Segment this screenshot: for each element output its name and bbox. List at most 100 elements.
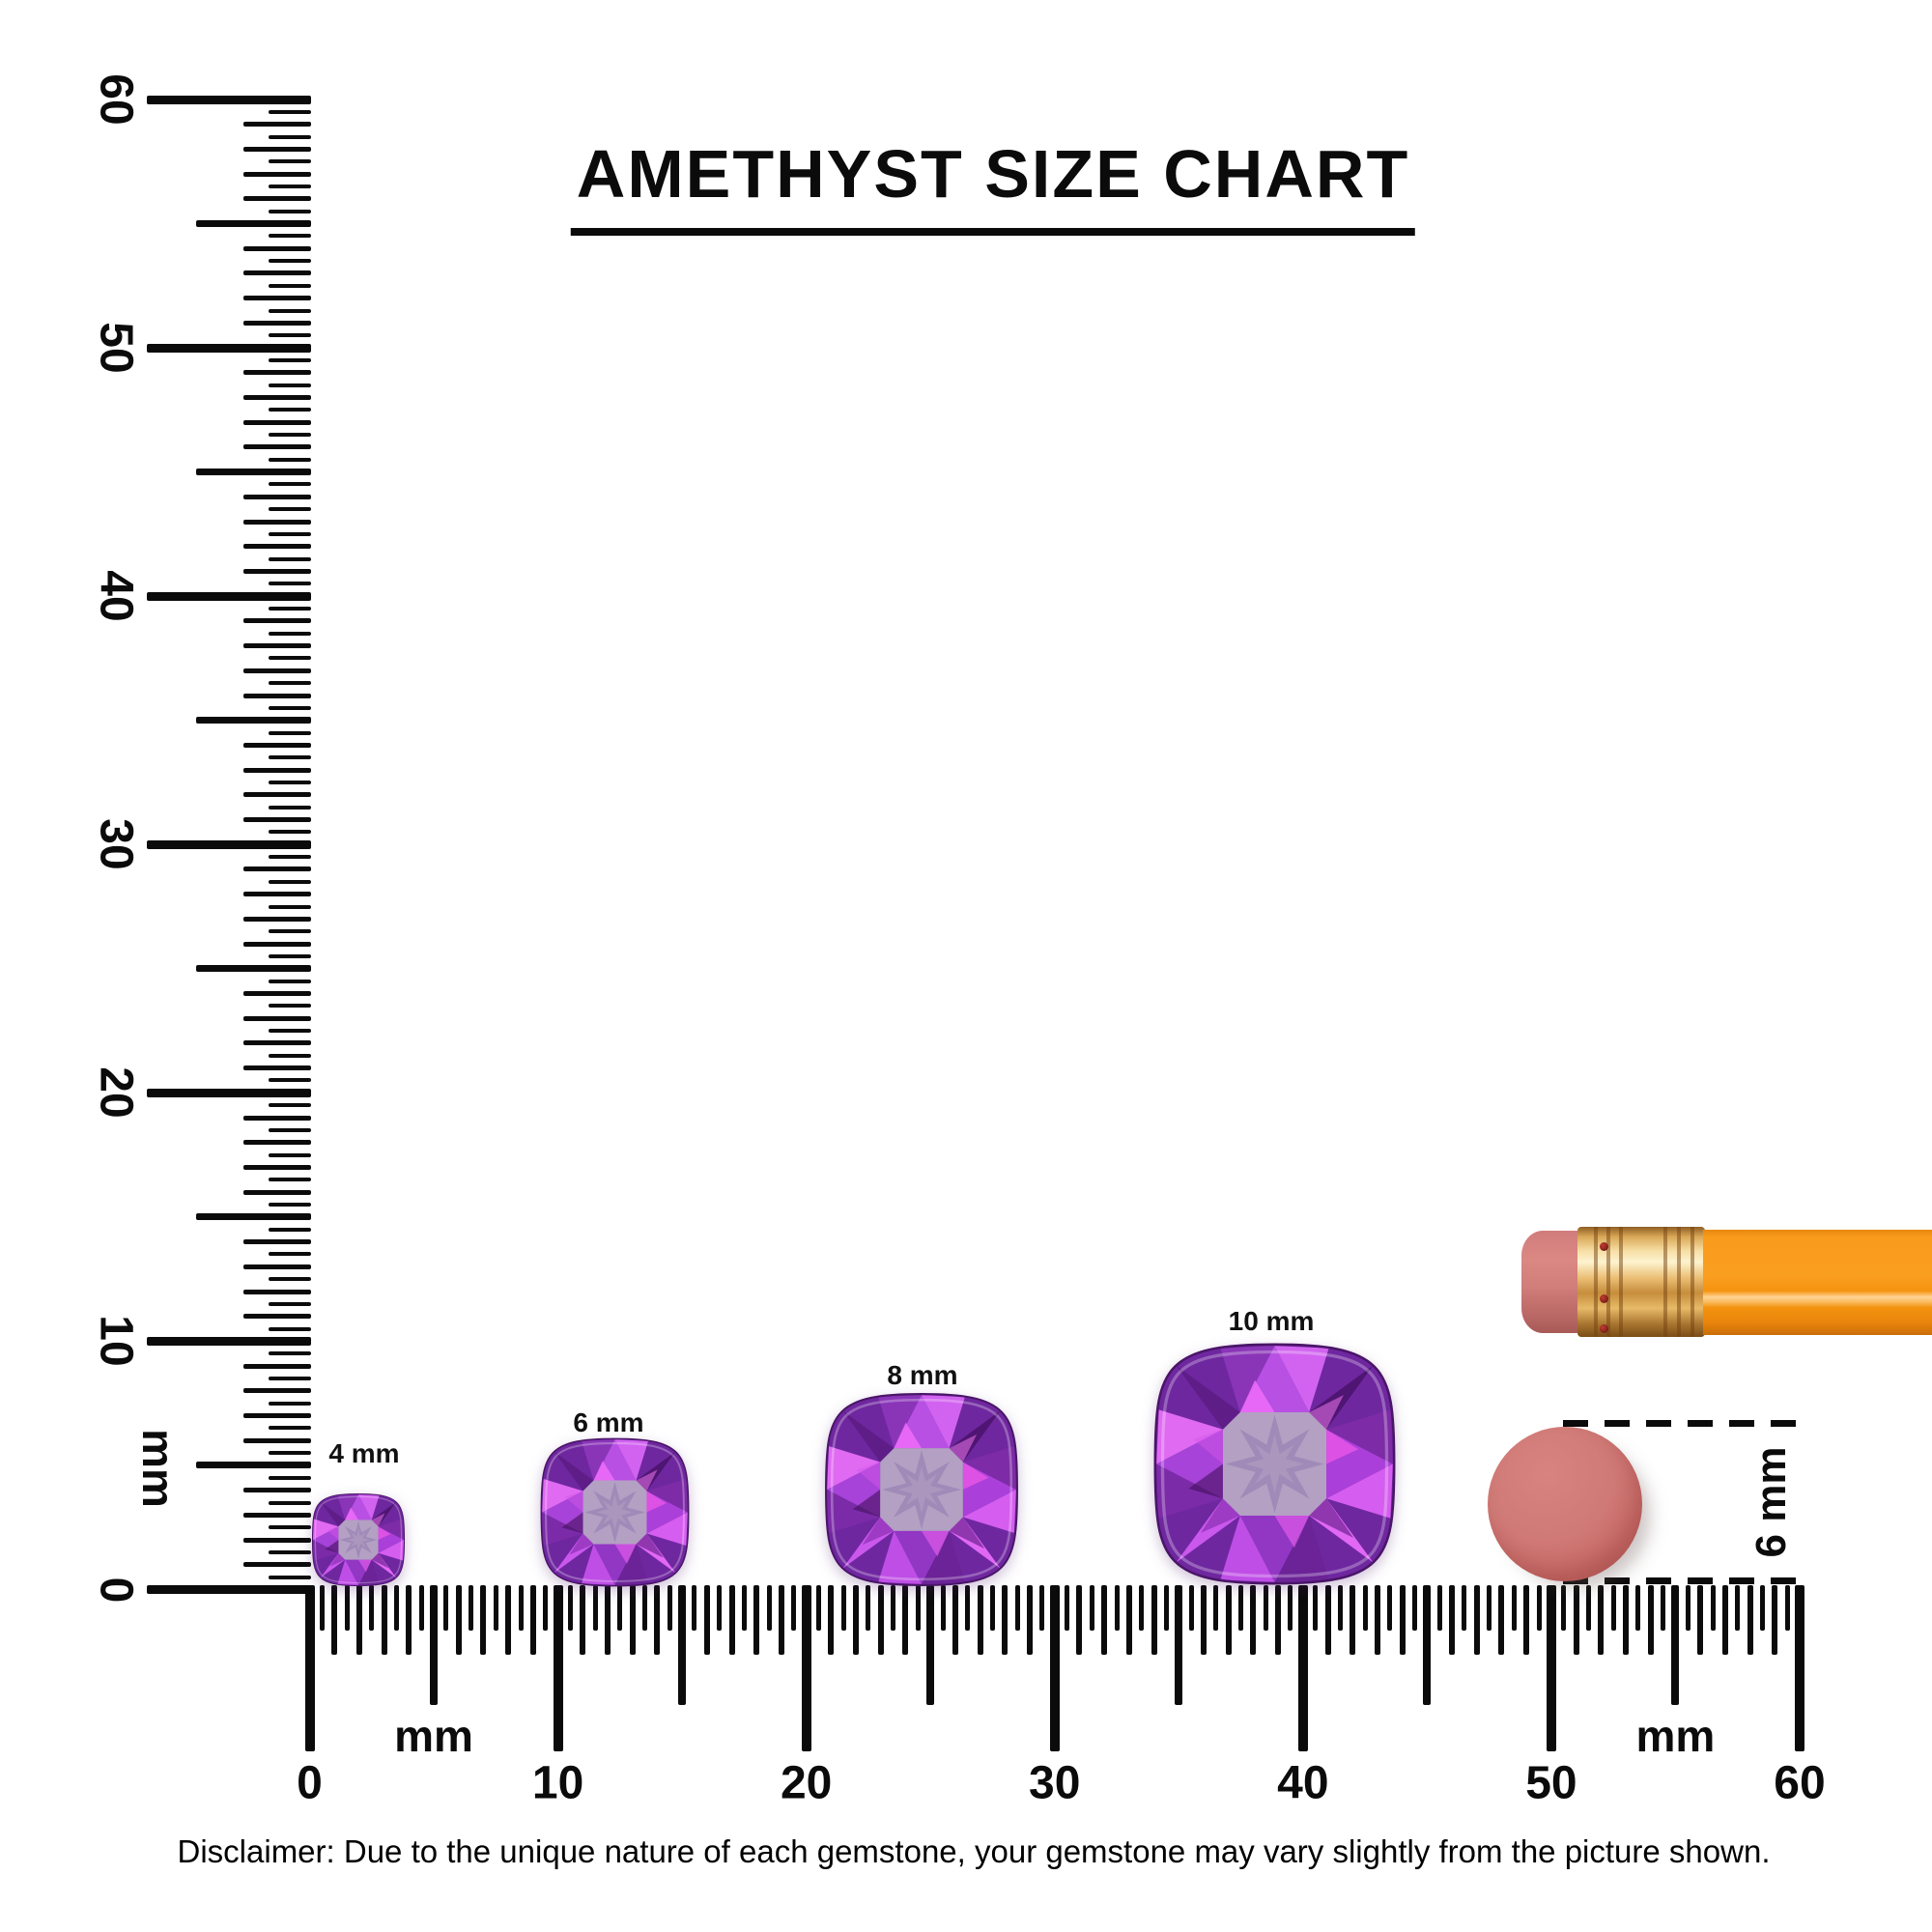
measure-dash-top [1563, 1420, 1806, 1427]
horizontal-ruler-number: 20 [780, 1757, 833, 1809]
horizontal-ruler-tick [443, 1585, 449, 1631]
vertical-ruler-tick [147, 839, 311, 849]
vertical-ruler-tick [269, 1525, 311, 1530]
horizontal-ruler-tick [480, 1585, 487, 1655]
vertical-ruler-tick [243, 245, 311, 251]
horizontal-ruler-tick [1225, 1585, 1232, 1655]
vertical-ruler-tick [269, 1078, 311, 1083]
horizontal-ruler-tick [1462, 1585, 1467, 1631]
horizontal-ruler-tick [1049, 1585, 1060, 1751]
horizontal-ruler-tick [319, 1585, 325, 1631]
vertical-ruler-tick [243, 320, 311, 326]
eraser-measure-label: 6 mm [1747, 1446, 1795, 1558]
horizontal-ruler-number: 30 [1029, 1757, 1081, 1809]
horizontal-ruler-tick [853, 1585, 860, 1655]
horizontal-ruler-tick [1635, 1585, 1641, 1631]
vertical-ruler-tick [243, 1115, 311, 1121]
vertical-ruler-tick [269, 1575, 311, 1579]
horizontal-ruler-tick [703, 1585, 710, 1655]
pencil [1521, 1227, 1932, 1338]
vertical-ruler-number: 50 [90, 322, 142, 374]
vertical-ruler-tick [269, 1326, 311, 1331]
horizontal-ruler-tick [1039, 1585, 1045, 1631]
horizontal-ruler-tick [667, 1585, 672, 1631]
vertical-ruler-tick [269, 1029, 311, 1034]
vertical-ruler-tick [269, 1401, 311, 1406]
horizontal-ruler-tick [1423, 1585, 1432, 1705]
horizontal-ruler-tick [1213, 1585, 1219, 1631]
eraser-top-view [1488, 1427, 1642, 1581]
vertical-ruler-tick [243, 1314, 311, 1320]
vertical-ruler-tick [243, 792, 311, 798]
horizontal-ruler-tick [642, 1585, 648, 1631]
horizontal-ruler-tick [1288, 1585, 1293, 1631]
vertical-ruler-tick [269, 1351, 311, 1356]
vertical-ruler-tick [269, 408, 311, 412]
horizontal-ruler-tick [1546, 1585, 1556, 1751]
horizontal-ruler-tick [1151, 1585, 1157, 1655]
horizontal-ruler-tick [801, 1585, 811, 1751]
horizontal-ruler-tick [766, 1585, 772, 1631]
horizontal-ruler-tick [529, 1585, 536, 1655]
horizontal-ruler-tick [1449, 1585, 1456, 1655]
vertical-ruler-tick [269, 1103, 311, 1108]
horizontal-ruler-tick [1772, 1585, 1778, 1655]
horizontal-ruler-tick [1399, 1585, 1406, 1655]
vertical-ruler-tick [269, 805, 311, 810]
vertical-ruler-tick [269, 1004, 311, 1009]
horizontal-ruler-tick [580, 1585, 586, 1655]
vertical-ruler-tick [269, 1376, 311, 1380]
vertical-ruler-tick [243, 1388, 311, 1394]
horizontal-ruler-tick [1163, 1585, 1169, 1631]
horizontal-ruler-tick [1436, 1585, 1442, 1631]
horizontal-ruler-tick [717, 1585, 723, 1631]
vertical-ruler-tick [196, 1213, 311, 1221]
horizontal-ruler-tick [1263, 1585, 1268, 1631]
vertical-ruler-tick [243, 1065, 311, 1071]
horizontal-ruler-tick [617, 1585, 623, 1631]
vertical-ruler-tick [243, 1562, 311, 1568]
horizontal-ruler-tick [1610, 1585, 1616, 1631]
horizontal-ruler-tick [355, 1585, 362, 1655]
horizontal-ruler-tick [692, 1585, 697, 1631]
horizontal-ruler-tick [1337, 1585, 1343, 1631]
vertical-ruler-tick [147, 591, 311, 601]
gem-size-label-10mm: 10 mm [1228, 1306, 1315, 1336]
vertical-ruler-tick [243, 270, 311, 276]
vertical-ruler-tick [269, 830, 311, 835]
vertical-ruler-number: 10 [90, 1315, 142, 1368]
horizontal-ruler-tick [1759, 1585, 1765, 1631]
gem-size-label-4mm: 4 mm [328, 1438, 400, 1468]
amethyst-gem-8mm [823, 1391, 1020, 1588]
vertical-ruler-tick [243, 643, 311, 649]
pencil-eraser [1521, 1231, 1583, 1333]
vertical-ruler-tick [269, 904, 311, 909]
vertical-ruler-tick [269, 1549, 311, 1554]
vertical-ruler-tick [243, 1040, 311, 1046]
vertical-ruler-tick [243, 1015, 311, 1021]
horizontal-ruler-tick [791, 1585, 797, 1631]
vertical-ruler-tick [243, 568, 311, 574]
vertical-ruler-tick [243, 817, 311, 823]
vertical-ruler-tick [269, 507, 311, 512]
gem-size-label-8mm: 8 mm [887, 1360, 958, 1390]
horizontal-ruler-number: 40 [1277, 1757, 1329, 1809]
vertical-ruler-tick [243, 892, 311, 897]
horizontal-ruler-tick [654, 1585, 661, 1655]
horizontal-ruler-tick [493, 1585, 498, 1631]
vertical-ruler-tick [243, 742, 311, 748]
vertical-ruler-tick [269, 979, 311, 983]
horizontal-ruler-tick [940, 1585, 946, 1631]
pencil-body [1703, 1230, 1932, 1335]
horizontal-ruler-tick [1511, 1585, 1517, 1631]
vertical-ruler-number: 40 [90, 570, 142, 622]
horizontal-ruler-unit-right: mm [1635, 1711, 1716, 1761]
vertical-ruler-tick [196, 717, 311, 724]
horizontal-ruler-tick [678, 1585, 687, 1705]
vertical-ruler-tick [243, 1164, 311, 1170]
horizontal-ruler-tick [1014, 1585, 1020, 1631]
horizontal-ruler-tick [1473, 1585, 1480, 1655]
vertical-ruler-tick [243, 296, 311, 301]
vertical-ruler-tick [269, 1252, 311, 1257]
amethyst-gem-6mm [539, 1436, 691, 1588]
